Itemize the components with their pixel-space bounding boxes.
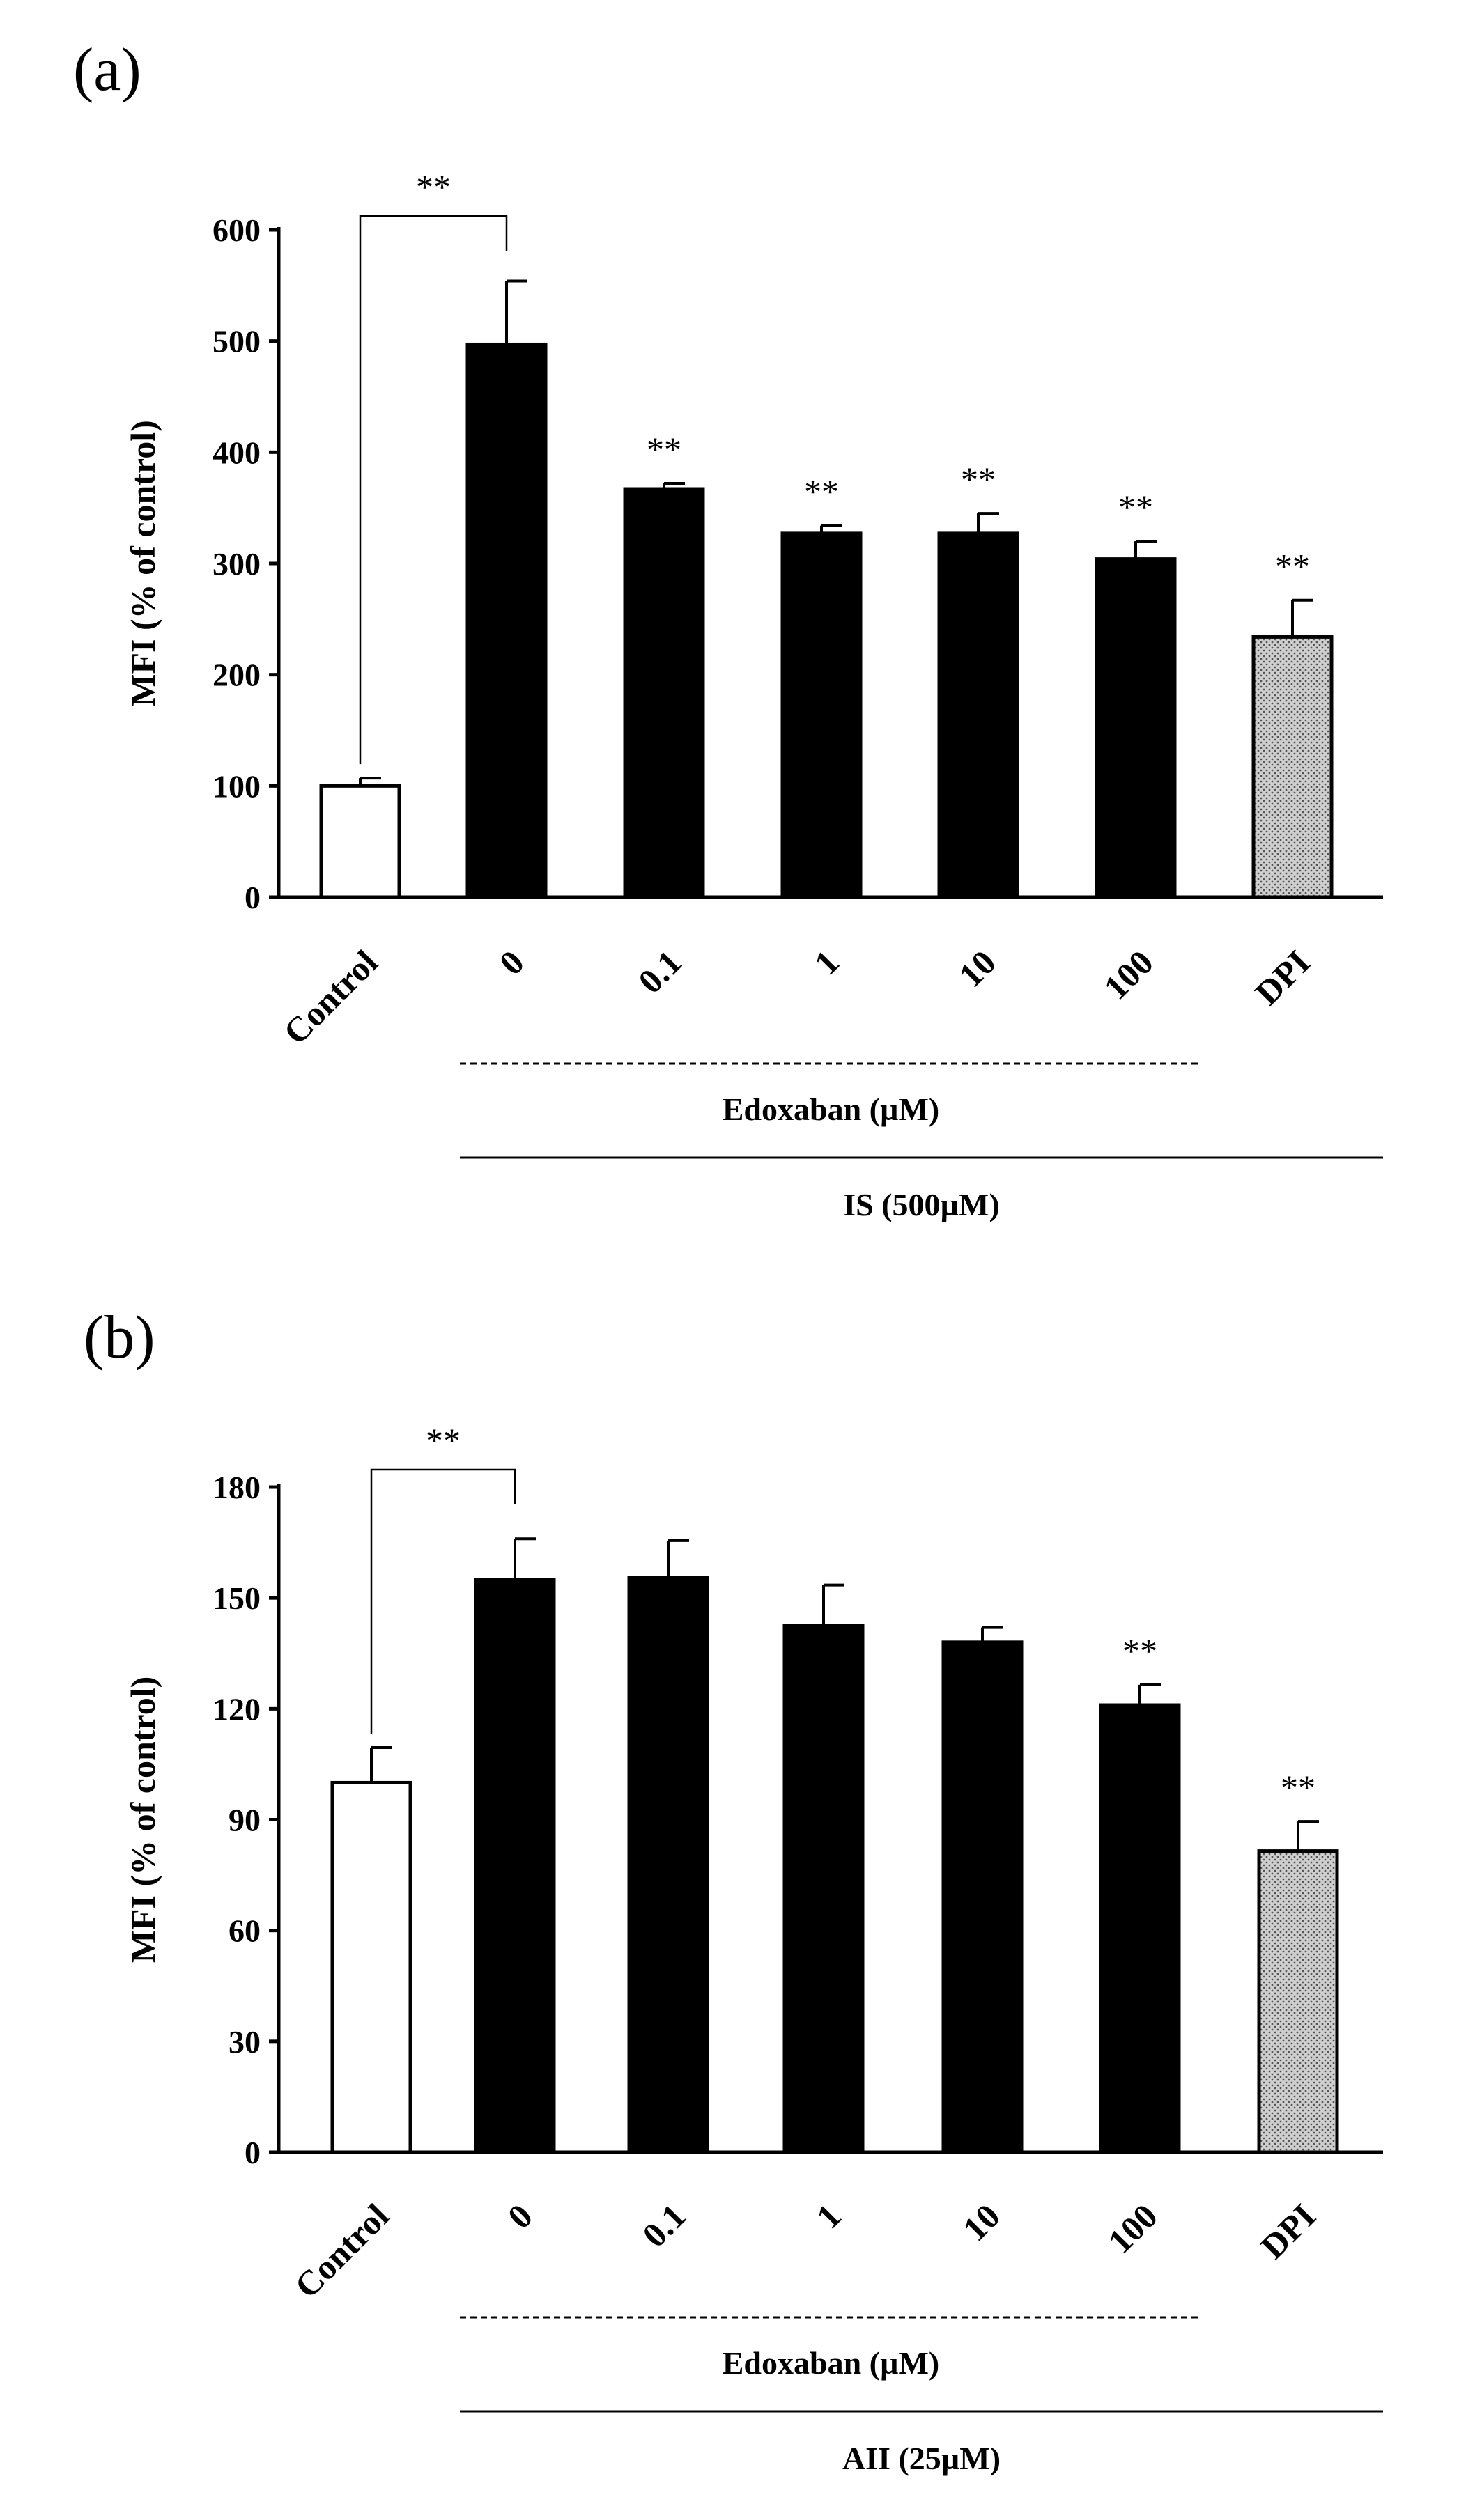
y-tick-label: 180 <box>213 1470 261 1505</box>
significance-label: ** <box>961 460 996 499</box>
y-tick-label: 200 <box>213 658 261 693</box>
x-tick-label: 0 <box>492 942 532 982</box>
y-tick-label: 150 <box>213 1580 261 1616</box>
x-tick-label: 1 <box>807 942 847 982</box>
x-tick-label: 100 <box>1096 942 1161 1007</box>
y-tick-label: 100 <box>213 768 261 804</box>
x-tick-label: 0.1 <box>631 942 689 1001</box>
significance-bracket <box>370 1468 516 1734</box>
y-tick-label: 400 <box>213 435 261 470</box>
x-tick-label: 1 <box>809 2196 849 2236</box>
significance-bracket <box>359 215 508 765</box>
treatment-group-label: IS (500µM) <box>843 1187 1000 1222</box>
y-tick-label: 90 <box>229 1803 261 1838</box>
y-axis-title: MFI (% of control) <box>123 1677 162 1963</box>
bar-control <box>330 1780 412 2154</box>
bar-1 <box>782 1624 865 2154</box>
y-tick-label: 120 <box>213 1691 261 1727</box>
chart-panel-b: (b) 0 30 60 90 120 150 180 MFI (% of control) Co… <box>0 1254 1459 2520</box>
bar-10 <box>941 1640 1024 2154</box>
bar-1 <box>780 531 863 899</box>
y-tick-label: 600 <box>213 212 261 248</box>
bar-0 <box>465 342 548 899</box>
x-tick-label: 10 <box>955 2196 1008 2248</box>
edoxaban-group-label: Edoxaban (µM) <box>723 2345 940 2381</box>
x-tick-label: 0.1 <box>635 2196 693 2255</box>
bar-0-1 <box>623 487 705 899</box>
bracket-label: ** <box>416 167 451 206</box>
x-tick-label: 10 <box>951 942 1003 995</box>
bracket-label: ** <box>426 1421 461 1460</box>
bar-control <box>319 784 401 899</box>
x-tick-label: Control <box>276 942 385 1052</box>
bar-10 <box>937 531 1019 899</box>
significance-label: ** <box>1281 1768 1315 1807</box>
y-axis-title: MFI (% of control) <box>123 420 162 706</box>
treatment-group-label: AII (25µM) <box>842 2441 1001 2476</box>
significance-label: ** <box>804 472 839 511</box>
y-tick-label: 30 <box>229 2024 261 2060</box>
panel-label-a: (a) <box>73 36 141 104</box>
x-tick-label: DPI <box>1253 2196 1322 2266</box>
y-tick-label: 0 <box>245 2135 261 2170</box>
y-tick-label: 300 <box>213 546 261 582</box>
y-tick-label: 0 <box>245 880 261 915</box>
x-tick-label: Control <box>287 2196 396 2305</box>
x-tick-label: 100 <box>1100 2196 1165 2261</box>
bar-0-1 <box>627 1576 709 2154</box>
panel-label-b: (b) <box>84 1304 155 1371</box>
x-tick-label: DPI <box>1247 942 1317 1012</box>
significance-label: ** <box>647 430 681 469</box>
y-tick-label: 500 <box>213 324 261 359</box>
significance-label: ** <box>1118 488 1153 527</box>
significance-label: ** <box>1122 1631 1157 1670</box>
bar-100 <box>1095 557 1177 899</box>
bar-100 <box>1099 1703 1181 2154</box>
bar-dpi <box>1257 1849 1339 2154</box>
y-tick-label: 60 <box>229 1913 261 1949</box>
significance-label: ** <box>1275 547 1310 586</box>
x-tick-label: 0 <box>500 2196 540 2236</box>
bar-dpi <box>1251 635 1334 899</box>
edoxaban-group-label: Edoxaban (µM) <box>723 1091 940 1127</box>
chart-panel-a: (a) 0 100 200 300 400 500 600 MFI (% of control… <box>0 0 1459 1254</box>
bar-0 <box>474 1578 556 2154</box>
chart-b: 0 30 60 90 120 150 180 MFI (% of control) Contro… <box>123 1421 1383 2476</box>
